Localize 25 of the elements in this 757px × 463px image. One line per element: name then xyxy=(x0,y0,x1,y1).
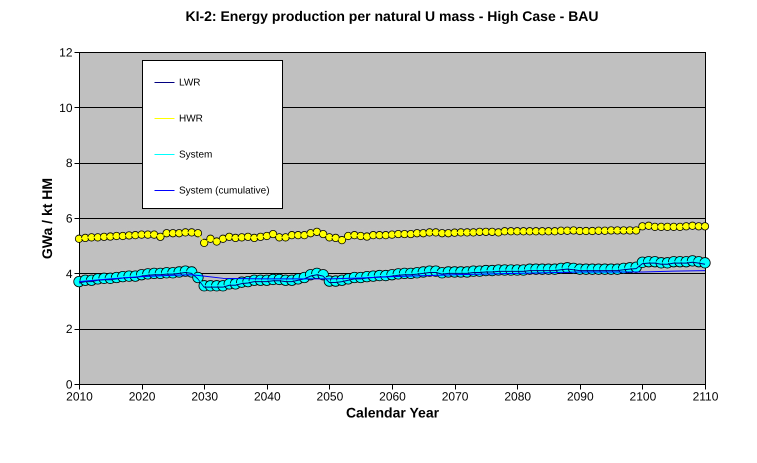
y-tick-label: 0 xyxy=(66,378,73,392)
x-tick-label: 2060 xyxy=(379,390,406,404)
y-tick-label: 8 xyxy=(66,156,73,170)
x-tick-label: 2090 xyxy=(566,390,594,404)
x-tick-label: 2080 xyxy=(504,390,532,404)
legend-label: HWR xyxy=(179,114,203,124)
y-tick-label: 10 xyxy=(59,100,73,115)
chart-title: KI-2: Energy production per natural U mass - High Case - BAU xyxy=(185,8,599,24)
x-tick-label: 2100 xyxy=(630,390,657,404)
x-tick-label: 2030 xyxy=(191,390,218,404)
y-axis-title: GWa / kt HM xyxy=(39,178,56,260)
x-tick-label: 2020 xyxy=(128,390,156,404)
legend-label: System xyxy=(179,150,212,160)
x-tick-label: 2110 xyxy=(692,390,719,404)
x-tick-label: 2050 xyxy=(316,390,344,404)
x-tick-label: 2040 xyxy=(254,390,281,404)
y-tick-label: 4 xyxy=(66,266,73,281)
legend-label: System (cumulative) xyxy=(179,186,270,196)
y-tick-label: 12 xyxy=(59,46,73,60)
x-axis-title: Calendar Year xyxy=(346,404,440,420)
legend-label: LWR xyxy=(179,78,200,88)
y-tick-label: 2 xyxy=(66,322,73,336)
y-tick-label: 6 xyxy=(66,212,73,226)
x-tick-label: 2070 xyxy=(442,390,469,404)
x-tick-label: 2010 xyxy=(66,390,94,404)
